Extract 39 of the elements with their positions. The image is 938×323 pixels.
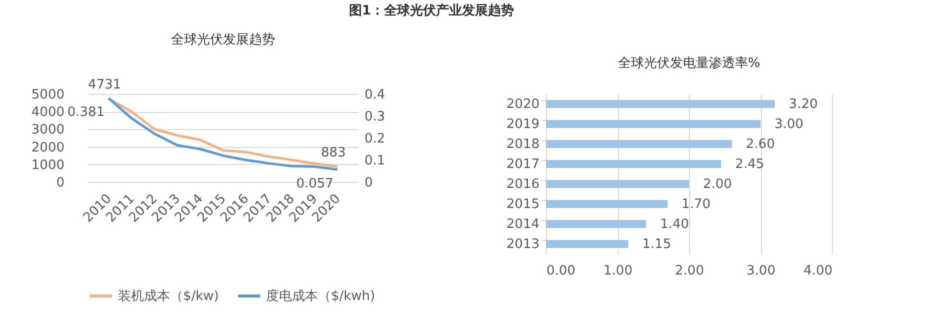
y-tick-label: 1000 [31,158,64,173]
legend-label: 度电成本（$/kwh) [266,288,376,304]
y-tick-label: 2013 [506,237,540,252]
data-label: 1.15 [642,237,672,252]
data-label: 2.60 [746,137,775,152]
y-tick-label: 2017 [506,157,540,172]
data-label: 883 [320,145,346,160]
legend-label: 装机成本（$/kw) [118,289,219,304]
x-tick-label: 2.00 [675,264,704,278]
data-label: 0.381 [67,105,105,120]
y-tick-label: 0 [56,176,64,190]
chart-title: 全球光伏发电量渗透率% [618,55,760,71]
y-tick-label: 2019 [506,117,540,132]
x-tick-label: 1.00 [604,264,632,278]
y-tick-label: 2016 [506,177,540,192]
data-label: 1.70 [682,197,711,212]
data-label: 3.00 [774,117,804,132]
y2-tick-label: 0.4 [364,88,386,102]
data-label: 4731 [88,78,122,93]
data-label: 3.20 [788,97,818,112]
y-tick-label: 2018 [506,137,540,152]
y-tick-label: 2000 [31,140,64,156]
y-tick-label: 3000 [31,122,64,138]
x-tick-label: 3.00 [746,264,776,278]
data-label: 0.057 [296,176,334,192]
y2-tick-label: 0.1 [364,154,386,168]
y2-tick-label: 0.3 [364,110,386,124]
x-tick-label: 0.00 [546,264,576,278]
x-tick-label: 4.00 [804,264,832,278]
y-tick-label: 4000 [31,105,64,120]
data-label: 2.45 [735,157,764,172]
data-label: 2.00 [703,177,732,192]
y-tick-label: 5000 [31,88,64,102]
chart-title: 全球光伏发展趋势 [171,32,275,48]
data-label: 1.40 [660,217,690,232]
y2-tick-label: 0.2 [364,132,386,146]
caption: 图1：全球光伏产业发展趋势 [348,2,514,19]
y-tick-label: 2020 [506,97,540,112]
y2-tick-label: 0 [364,176,373,190]
